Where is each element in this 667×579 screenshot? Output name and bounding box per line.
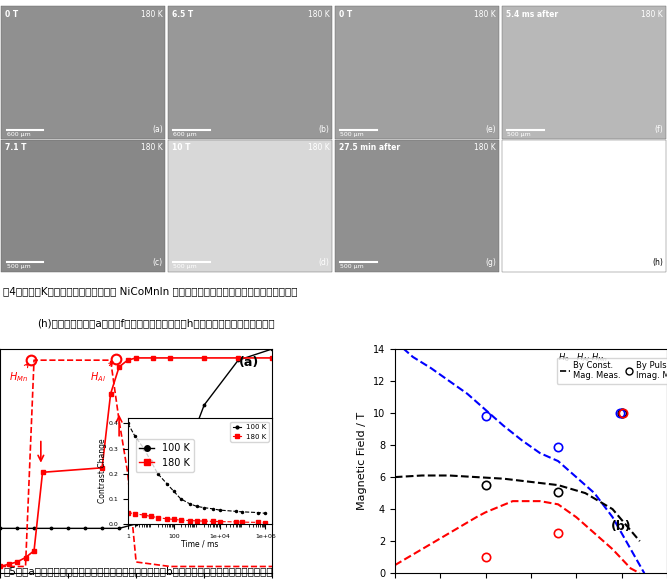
- Text: 500 μm: 500 μm: [507, 132, 531, 137]
- Text: $H_{Mn}$: $H_{Mn}$: [9, 364, 28, 384]
- Text: 5.4 ms after: 5.4 ms after: [506, 10, 558, 19]
- Text: (b): (b): [611, 520, 632, 533]
- Text: (c): (c): [153, 258, 163, 266]
- Text: 180 K: 180 K: [474, 143, 496, 152]
- Text: 180 K: 180 K: [307, 143, 329, 152]
- Text: 500 μm: 500 μm: [340, 132, 364, 137]
- Text: $H_0$   $H_{Al}$ $H_{Mn}$: $H_0$ $H_{Al}$ $H_{Mn}$: [558, 351, 608, 364]
- Text: 0 T: 0 T: [5, 10, 19, 19]
- Text: 围5　（a）パルス磁場による組織コントラスト変化と（b）正変態開始および逆変態終了磁場: 围5 （a）パルス磁場による組織コントラスト変化と（b）正変態開始および逆変態終…: [3, 566, 273, 576]
- Text: (e): (e): [486, 125, 496, 134]
- Text: (f): (f): [654, 125, 663, 134]
- Legend: 100 K, 180 K: 100 K, 180 K: [135, 439, 193, 472]
- Text: (h)に示す通り。（a）－（f）の各組織写真は、（h）中の記号に対応している。: (h)に示す通り。（a）－（f）の各組織写真は、（h）中の記号に対応している。: [37, 318, 274, 328]
- Text: 600 μm: 600 μm: [173, 132, 197, 137]
- Y-axis label: Magnetic Field / T: Magnetic Field / T: [357, 412, 367, 510]
- Text: 10 T: 10 T: [172, 143, 191, 152]
- Text: 180 K: 180 K: [307, 10, 329, 19]
- Text: 围4　１８０Kのパルス磁場中における NiCoMnIn 合金組織のその場観察。　磁場印加の履歴は: 围4 １８０Kのパルス磁場中における NiCoMnIn 合金組織のその場観察。 …: [3, 286, 298, 296]
- Text: (d): (d): [319, 258, 329, 266]
- Text: 180 K: 180 K: [141, 143, 163, 152]
- Text: 27.5 min after: 27.5 min after: [339, 143, 400, 152]
- Text: 500 μm: 500 μm: [173, 265, 197, 269]
- Legend: By Const.
Mag. Meas., By Pulse
Imag. Meas.: By Const. Mag. Meas., By Pulse Imag. Mea…: [557, 358, 667, 384]
- Text: 180 K: 180 K: [141, 10, 163, 19]
- Text: 6.5 T: 6.5 T: [172, 10, 193, 19]
- Text: 500 μm: 500 μm: [340, 265, 364, 269]
- Text: (a): (a): [152, 125, 163, 134]
- Text: (b): (b): [319, 125, 329, 134]
- Text: 7.1 T: 7.1 T: [5, 143, 27, 152]
- Text: 180 K: 180 K: [474, 10, 496, 19]
- Text: (a): (a): [238, 356, 259, 369]
- Text: 500 μm: 500 μm: [7, 265, 31, 269]
- Text: (g): (g): [486, 258, 496, 266]
- Text: 0 T: 0 T: [339, 10, 352, 19]
- Text: (h): (h): [652, 258, 663, 266]
- Text: 180 K: 180 K: [641, 10, 663, 19]
- Text: 600 μm: 600 μm: [7, 132, 31, 137]
- Text: $H_{Al}$: $H_{Al}$: [90, 362, 113, 384]
